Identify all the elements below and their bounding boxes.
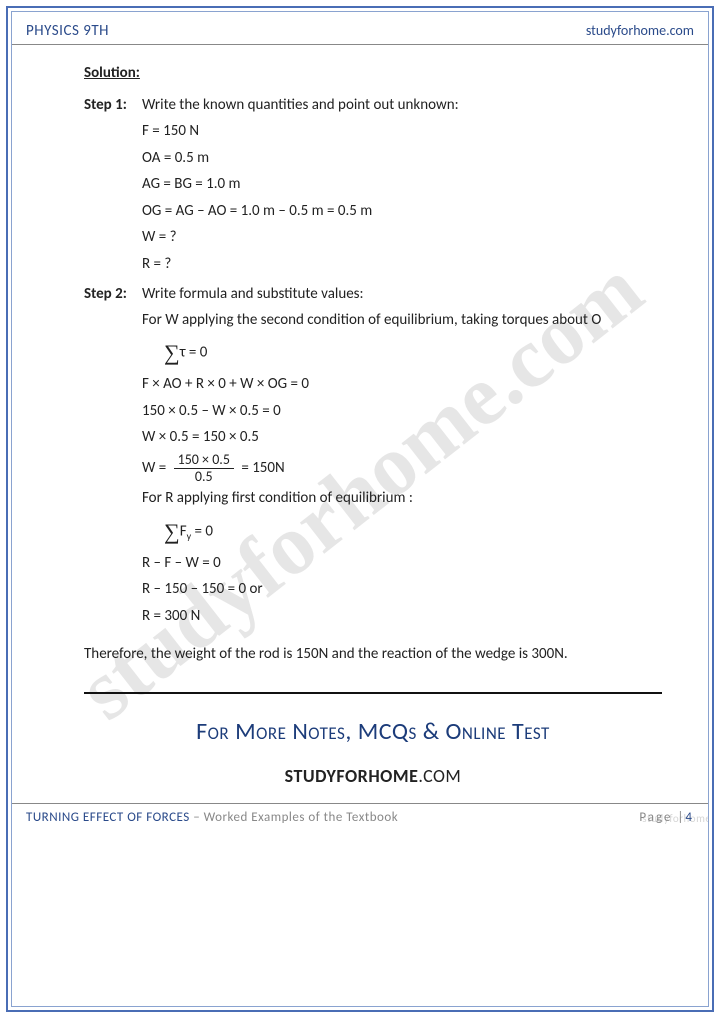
- solution-heading: Solution:: [84, 61, 662, 87]
- fraction-denominator: 0.5: [174, 469, 234, 485]
- known-line: W = ?: [142, 225, 662, 251]
- w-eqn-line: W × 0.5 = 150 × 0.5: [142, 425, 662, 451]
- footer-page: Page |4: [639, 810, 694, 825]
- w-intro: For W applying the second condition of e…: [142, 308, 662, 334]
- step-1-intro: Write the known quantities and point out…: [142, 93, 662, 119]
- footer-left: TURNING EFFECT OF FORCES – Worked Exampl…: [26, 810, 398, 825]
- w-eqn-line: 150 × 0.5 – W × 0.5 = 0: [142, 399, 662, 425]
- sigma-icon: ∑: [164, 513, 180, 550]
- w-frac-line: W = 150 × 0.5 0.5 = 150N: [142, 452, 662, 485]
- sigma-tau-line: ∑τ = 0: [142, 334, 662, 371]
- promo-heading: For More Notes, MCQs & Online Test: [84, 712, 662, 753]
- page-content: Solution: Step 1: Write the known quanti…: [12, 45, 708, 803]
- step-2: Step 2: Write formula and substitute val…: [84, 282, 662, 630]
- sigma-fy-line: ∑Fy = 0: [142, 513, 662, 550]
- promo-site: STUDYFORHOME.COM: [84, 761, 662, 792]
- r-eqn-line: R – 150 – 150 = 0 or: [142, 577, 662, 603]
- step-1: Step 1: Write the known quantities and p…: [84, 93, 662, 279]
- step-2-label: Step 2:: [84, 282, 142, 630]
- footer-chapter: TURNING EFFECT OF FORCES: [26, 810, 190, 825]
- step-2-intro: Write formula and substitute values:: [142, 282, 662, 308]
- page-header: PHYSICS 9TH studyforhome.com: [12, 12, 708, 45]
- header-subject: PHYSICS 9TH: [26, 22, 109, 40]
- conclusion: Therefore, the weight of the rod is 150N…: [84, 642, 662, 668]
- known-line: R = ?: [142, 252, 662, 278]
- page-footer: TURNING EFFECT OF FORCES – Worked Exampl…: [12, 803, 708, 835]
- known-line: OA = 0.5 m: [142, 146, 662, 172]
- r-eqn-line: R = 300 N: [142, 604, 662, 630]
- fraction-numerator: 150 × 0.5: [174, 452, 234, 469]
- r-eqn-line: R – F – W = 0: [142, 551, 662, 577]
- r-intro: For R applying first condition of equili…: [142, 486, 662, 512]
- divider: [84, 692, 662, 694]
- known-line: AG = BG = 1.0 m: [142, 172, 662, 198]
- known-line: OG = AG – AO = 1.0 m – 0.5 m = 0.5 m: [142, 199, 662, 225]
- w-eqn-line: F × AO + R × 0 + W × OG = 0: [142, 372, 662, 398]
- sigma-icon: ∑: [164, 334, 180, 371]
- known-line: F = 150 N: [142, 119, 662, 145]
- header-site: studyforhome.com: [586, 22, 694, 40]
- step-1-label: Step 1:: [84, 93, 142, 279]
- footer-subtitle: – Worked Examples of the Textbook: [190, 810, 398, 825]
